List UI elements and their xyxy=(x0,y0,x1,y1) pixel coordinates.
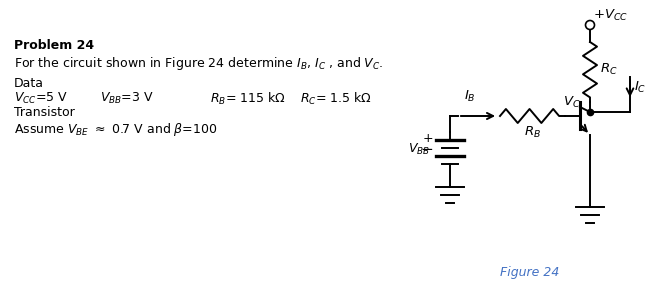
Text: −: − xyxy=(420,143,433,157)
Text: Problem 24: Problem 24 xyxy=(14,39,94,52)
Text: Data: Data xyxy=(14,77,44,90)
Text: Figure 24: Figure 24 xyxy=(500,266,560,279)
Text: $R_B$: $R_B$ xyxy=(524,125,541,140)
Text: $I_C$: $I_C$ xyxy=(634,80,646,94)
Text: Transistor: Transistor xyxy=(14,106,75,119)
Text: $V_{CC}$=5 V: $V_{CC}$=5 V xyxy=(14,91,68,106)
Text: $V_{BB}$: $V_{BB}$ xyxy=(408,141,430,157)
Text: $R_B$= 115 k$\Omega$: $R_B$= 115 k$\Omega$ xyxy=(210,91,286,107)
Text: For the circuit shown in Figure 24 determine $I_B$, $I_C$ , and $V_C$.: For the circuit shown in Figure 24 deter… xyxy=(14,55,383,72)
Text: +: + xyxy=(422,132,433,145)
Text: $V_C$: $V_C$ xyxy=(563,95,580,110)
Text: Assume $V_{BE}$ $\approx$ 0.7 V and $\beta$=100: Assume $V_{BE}$ $\approx$ 0.7 V and $\be… xyxy=(14,121,217,138)
Text: $I_B$: $I_B$ xyxy=(464,89,476,104)
Text: $R_C$: $R_C$ xyxy=(600,61,617,77)
Text: $R_C$= 1.5 k$\Omega$: $R_C$= 1.5 k$\Omega$ xyxy=(300,91,372,107)
Text: $V_{BB}$=3 V: $V_{BB}$=3 V xyxy=(100,91,154,106)
Text: +$V_{CC}$: +$V_{CC}$ xyxy=(593,8,628,23)
